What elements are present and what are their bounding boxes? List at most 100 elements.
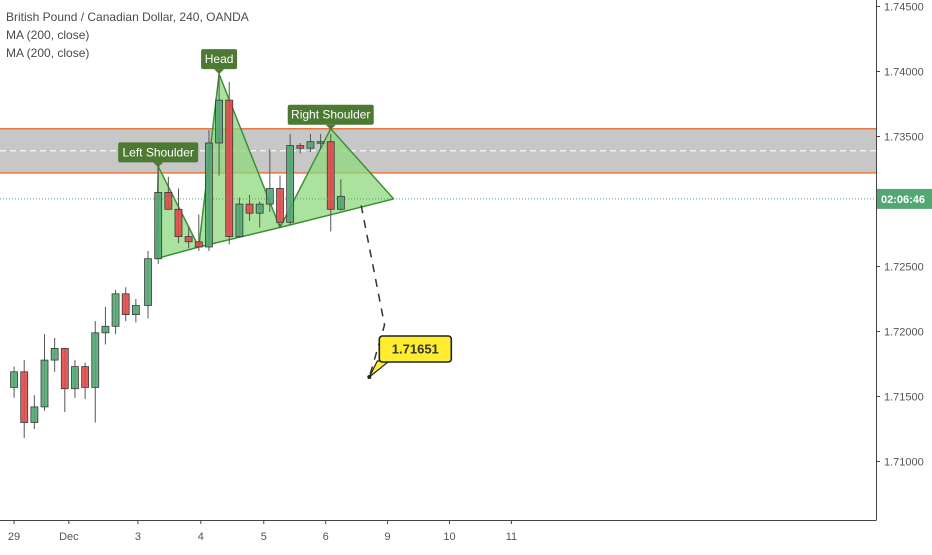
candle-body (205, 142, 213, 248)
price-tick-label: 1.74000 (884, 67, 924, 79)
candle-body (121, 293, 130, 315)
candle-body (336, 195, 345, 210)
candle-body (154, 191, 163, 260)
candle (121, 287, 130, 322)
candle (306, 133, 315, 153)
projection-path (360, 205, 386, 378)
time-tick-label: 6 (323, 531, 329, 543)
candle-body (40, 359, 49, 408)
candle-body (316, 141, 325, 144)
candle (225, 81, 234, 245)
candle (50, 338, 59, 372)
price-tick-label: 1.72500 (884, 262, 924, 274)
candle (131, 299, 140, 323)
candle (144, 250, 152, 319)
candle-body (131, 305, 140, 315)
chart-legend: British Pound / Canadian Dollar, 240, OA… (6, 8, 249, 62)
time-tick-label: 3 (135, 531, 141, 543)
right-shoulder-tag-label: Right Shoulder (291, 108, 370, 122)
current-price-badge (877, 188, 932, 209)
candle (326, 133, 335, 232)
candle-body (50, 347, 59, 361)
symbol-title[interactable]: British Pound / Canadian Dollar, 240, OA… (6, 10, 249, 24)
candle (40, 334, 49, 411)
time-tick-label: 10 (443, 531, 455, 543)
price-tick-label: 1.71500 (884, 392, 924, 404)
time-tick-label: Dec (59, 531, 79, 543)
candle-body (225, 99, 234, 237)
time-tick-label: 29 (8, 531, 20, 543)
right-shoulder-tag-pointer (325, 124, 336, 130)
left-shoulder-tag-label: Left Shoulder (122, 145, 193, 159)
time-tick-label: 9 (385, 531, 391, 543)
candle-body (306, 141, 315, 149)
candle-body (215, 99, 223, 144)
candle (10, 366, 18, 398)
price-tick-label: 1.73500 (884, 132, 924, 144)
candle-body (101, 325, 110, 334)
candle-body (174, 208, 183, 238)
candle (286, 133, 295, 225)
candle (194, 214, 203, 251)
candle-body (81, 366, 90, 388)
right-shoulder-triangle (279, 127, 395, 229)
candle-body (194, 241, 203, 248)
candle (154, 166, 163, 264)
candle (111, 289, 120, 335)
candle-body (235, 203, 244, 238)
current-price-label: 02:06:46 (881, 194, 925, 206)
axes-layer: 1.710001.715001.720001.725001.730001.735… (0, 0, 932, 543)
candle (91, 321, 100, 423)
candle-body (71, 366, 79, 390)
candle-body (30, 406, 39, 423)
candle (276, 175, 284, 228)
candle-body (144, 258, 152, 306)
target-label: 1.71651 (392, 342, 439, 357)
candle-body (265, 188, 274, 205)
candle-body (111, 293, 120, 327)
ma-indicator-1[interactable]: MA (200, close) (6, 28, 90, 42)
candle (81, 362, 90, 400)
candle (265, 149, 274, 212)
right-shoulder-tag: Right Shoulder (287, 104, 374, 130)
candle-body (91, 332, 100, 388)
candle (316, 133, 325, 150)
candle (184, 226, 193, 249)
left-shoulder-tag-box (118, 142, 199, 163)
head-tag-label: Head (205, 52, 234, 66)
price-tick-label: 1.72000 (884, 327, 924, 339)
time-tick-label: 11 (506, 531, 517, 543)
candle (174, 188, 183, 244)
price-tick-label: 1.71000 (884, 457, 924, 469)
price-tick-label: 1.74500 (884, 2, 924, 14)
head-tag-box (201, 49, 238, 70)
candle-body (184, 236, 193, 243)
candle (71, 360, 79, 398)
candle (30, 395, 39, 429)
candles-layer (10, 74, 345, 439)
left-shoulder-tag-pointer (153, 162, 164, 168)
candle (215, 74, 223, 176)
candle-body (255, 203, 264, 214)
target-callout (378, 335, 453, 363)
right-shoulder-tag-box (287, 104, 374, 125)
candle (205, 130, 213, 251)
candle-body (296, 145, 305, 149)
candle (336, 179, 345, 211)
head-tag-pointer (214, 69, 225, 75)
candle-body (276, 188, 284, 223)
candle-body (286, 145, 295, 223)
candle-body (245, 203, 254, 214)
projection-layer: 1.71651 (360, 205, 453, 379)
candle-body (164, 191, 173, 210)
time-tick-label: 4 (198, 531, 204, 543)
candle (296, 143, 305, 154)
candle (60, 347, 69, 413)
ma-indicator-2[interactable]: MA (200, close) (6, 46, 90, 60)
candle (164, 176, 173, 210)
candle-body (60, 347, 69, 390)
candle (235, 197, 244, 238)
